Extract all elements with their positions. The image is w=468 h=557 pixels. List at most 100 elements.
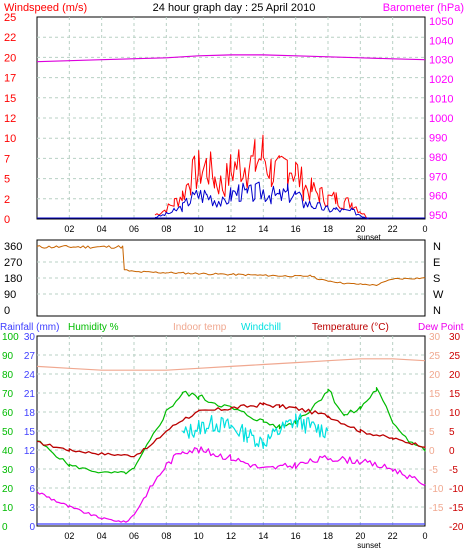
- humidity-tick-label: 20: [2, 484, 14, 495]
- temp-x-tick-label: 02: [64, 531, 74, 541]
- temp-x-tick-label: 06: [129, 531, 139, 541]
- windspeed-tick-label: 25: [4, 12, 16, 24]
- humidity-tick-label: 90: [2, 351, 14, 362]
- wind-x-tick-label: 20: [355, 224, 365, 234]
- humidity-tick-label: 10: [2, 503, 14, 514]
- temperature-tick-label: 0: [449, 446, 455, 457]
- legend-humidity: Humidity %: [68, 322, 119, 333]
- sunset-label: sunset: [357, 233, 381, 242]
- speed-line: [154, 181, 369, 220]
- indoor-tick-label: 15: [429, 389, 441, 400]
- indoor-tick-label: -15: [429, 503, 444, 514]
- barometer-tick-label: 960: [429, 191, 447, 203]
- windspeed-tick-label: 20: [4, 52, 16, 64]
- direction-line: [36, 245, 426, 286]
- windspeed-tick-label: 17: [4, 73, 16, 85]
- barometer-line: [36, 54, 426, 63]
- temperature-tick-label: 25: [449, 351, 461, 362]
- wind-x-tick-label: 08: [161, 224, 171, 234]
- wind-x-tick-label: 16: [291, 224, 301, 234]
- rainfall-tick-label: 12: [24, 446, 36, 457]
- temperature-tick-label: -15: [449, 503, 464, 514]
- temp-x-tick-label: 20: [355, 531, 365, 541]
- temperature-tick-label: 20: [449, 370, 461, 381]
- humidity-tick-label: 60: [2, 408, 14, 419]
- wind-x-tick-label: 14: [258, 224, 268, 234]
- humidity-tick-label: 80: [2, 370, 14, 381]
- wind-x-tick-label: 04: [97, 224, 107, 234]
- temperature-panel: 0102030405060708090100036912151821242730…: [2, 332, 464, 550]
- legend-rainfall: Rainfall (mm): [0, 322, 59, 333]
- rainfall-tick-label: 18: [24, 408, 36, 419]
- compass-tick-label: E: [433, 257, 440, 269]
- indoor-tick-label: 5: [429, 427, 435, 438]
- wind-x-tick-label: 02: [64, 224, 74, 234]
- legend-windchill: Windchill: [241, 322, 281, 333]
- temperature-tick-label: 5: [449, 427, 455, 438]
- rainfall-tick-label: 0: [29, 522, 35, 533]
- windspeed-tick-label: 7: [4, 153, 10, 165]
- graph-title: 24 hour graph day : 25 April 2010: [153, 2, 316, 14]
- direction-tick-label: 270: [4, 257, 22, 269]
- temp-x-tick-label: 18: [323, 531, 333, 541]
- barometer-tick-label: 1000: [429, 113, 453, 125]
- humidity-tick-label: 0: [2, 522, 8, 533]
- temp-x-tick-label: 08: [161, 531, 171, 541]
- windspeed-axis-label: Windspeed (m/s): [4, 2, 87, 14]
- humidity-tick-label: 30: [2, 465, 14, 476]
- barometer-tick-label: 1040: [429, 35, 453, 47]
- windspeed-tick-label: 2: [4, 194, 10, 206]
- rainfall-tick-label: 27: [24, 351, 36, 362]
- temp-x-tick-label: 12: [226, 531, 236, 541]
- windspeed-tick-label: 0: [4, 214, 10, 226]
- temp-x-tick-label: 16: [291, 531, 301, 541]
- legend-indoor-temp: Indoor temp: [173, 322, 227, 333]
- rainfall-tick-label: 30: [24, 332, 36, 343]
- windchill-line: [182, 413, 329, 450]
- direction-tick-label: 0: [4, 305, 10, 317]
- wind-x-tick-label: 10: [194, 224, 204, 234]
- wind-barometer-panel: 0257101215172022259509609709809901000101…: [4, 12, 453, 242]
- rainfall-tick-label: 6: [29, 484, 35, 495]
- rainfall-tick-label: 3: [29, 503, 35, 514]
- wind-x-tick-label: 22: [388, 224, 398, 234]
- barometer-tick-label: 990: [429, 132, 447, 144]
- temp-x-tick-label: 22: [388, 531, 398, 541]
- sunset-label: sunset: [357, 541, 381, 550]
- indoor-tick-label: 10: [429, 408, 441, 419]
- indoor-tick-label: 0: [429, 446, 435, 457]
- rainfall-tick-label: 15: [24, 427, 36, 438]
- legend-dew-point: Dew Point: [418, 322, 464, 333]
- indoor-tick-label: -5: [429, 465, 438, 476]
- wind-x-tick-label: 18: [323, 224, 333, 234]
- rainfall-tick-label: 9: [29, 465, 35, 476]
- direction-tick-label: 180: [4, 273, 22, 285]
- temp-x-tick-label: 10: [194, 531, 204, 541]
- compass-tick-label: N: [433, 241, 441, 253]
- barometer-tick-label: 1020: [429, 74, 453, 86]
- indoor-tick-label: -10: [429, 484, 444, 495]
- rainfall-tick-label: 21: [24, 389, 36, 400]
- temperature-line: [36, 402, 426, 458]
- temp-x-tick-label: 04: [97, 531, 107, 541]
- direction-tick-label: 90: [4, 289, 16, 301]
- barometer-tick-label: 980: [429, 152, 447, 164]
- barometer-tick-label: 970: [429, 171, 447, 183]
- windspeed-tick-label: 12: [4, 113, 16, 125]
- humidity-tick-label: 100: [2, 332, 19, 343]
- temp-x-tick-label: 0: [422, 531, 427, 541]
- legend-temperature: Temperature (°C): [312, 322, 389, 333]
- humidity-tick-label: 70: [2, 389, 14, 400]
- indoor-tick-label: 30: [429, 332, 441, 343]
- barometer-tick-label: 950: [429, 210, 447, 222]
- barometer-tick-label: 1010: [429, 94, 453, 106]
- windspeed-tick-label: 10: [4, 133, 16, 145]
- temp-x-tick-label: 14: [258, 531, 268, 541]
- temperature-tick-label: 10: [449, 408, 461, 419]
- compass-tick-label: S: [433, 273, 440, 285]
- rainfall-tick-label: 24: [24, 370, 36, 381]
- temperature-tick-label: -5: [449, 465, 458, 476]
- windspeed-tick-label: 15: [4, 93, 16, 105]
